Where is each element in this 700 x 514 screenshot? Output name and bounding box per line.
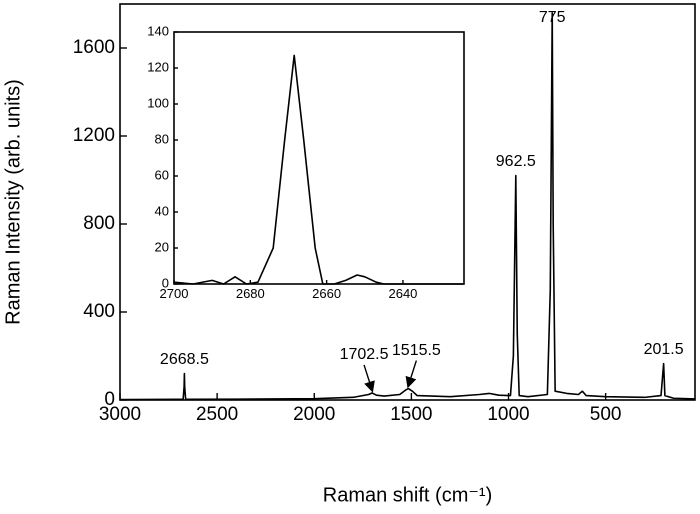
y-tick-label: 1600 <box>73 37 115 58</box>
annotation: 962.5 <box>496 153 536 170</box>
y-tick-label: 100 <box>147 95 169 110</box>
annotation: 1515.5 <box>392 342 441 359</box>
y-tick-label: 0 <box>104 389 115 410</box>
x-tick-label: 1500 <box>390 404 432 425</box>
y-tick-label: 120 <box>147 59 169 74</box>
spectrum-line <box>119 12 696 401</box>
annotation: 2668.5 <box>160 351 209 368</box>
y-tick-label: 40 <box>155 203 169 218</box>
y-axis-label: Raman Intensity (arb. units) <box>2 79 24 325</box>
y-tick-label: 1200 <box>73 125 115 146</box>
annotation: 1702.5 <box>340 346 389 363</box>
x-tick-label: 2660 <box>312 286 341 301</box>
x-tick-label: 2700 <box>160 286 189 301</box>
x-axis-label: Raman shift (cm⁻¹) <box>323 484 492 506</box>
y-tick-label: 140 <box>147 23 169 38</box>
y-tick-label: 80 <box>155 131 169 146</box>
x-tick-label: 1000 <box>487 404 529 425</box>
annotation: 201.5 <box>644 341 684 358</box>
annotation: 775 <box>539 9 566 26</box>
x-tick-label: 3000 <box>99 404 141 425</box>
y-tick-label: 60 <box>155 167 169 182</box>
x-tick-label: 2640 <box>388 286 417 301</box>
y-tick-label: 400 <box>83 301 115 322</box>
annotation-arrow <box>363 364 375 393</box>
spectrum-line <box>173 54 464 285</box>
annotation-arrow <box>405 360 418 389</box>
x-tick-label: 2000 <box>293 404 335 425</box>
x-tick-label: 2680 <box>236 286 265 301</box>
y-tick-label: 800 <box>83 213 115 234</box>
x-tick-label: 500 <box>590 404 622 425</box>
y-tick-label: 20 <box>155 239 169 254</box>
plot-frame <box>173 31 465 285</box>
x-tick-label: 2500 <box>196 404 238 425</box>
y-tick-label: 0 <box>162 275 169 290</box>
